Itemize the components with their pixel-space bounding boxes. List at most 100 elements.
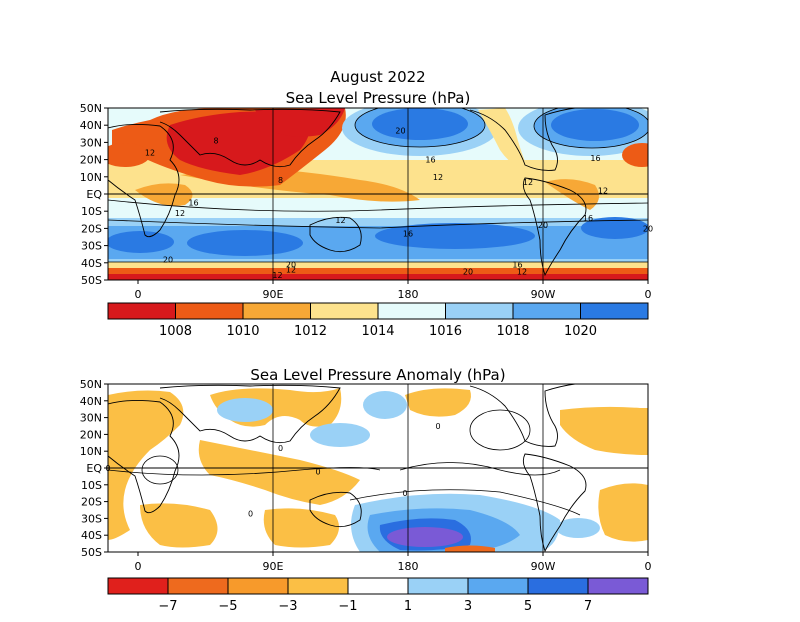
colorbar-label: 1	[404, 599, 412, 614]
top-low-south-america	[545, 179, 599, 210]
colorbar-swatch	[107, 302, 176, 320]
colorbar-swatch	[407, 577, 469, 595]
contour-label: 20	[643, 224, 653, 233]
lat-label: 50N	[80, 102, 102, 115]
bottom-colorbar: −7 −5 −3 −1 1 3 5 7	[107, 577, 649, 614]
lon-label: 90W	[531, 288, 556, 301]
lat-label: 50S	[81, 274, 102, 287]
lat-label: 50S	[81, 546, 102, 559]
lat-label: 30N	[80, 412, 102, 425]
colorbar-swatch	[445, 302, 514, 320]
colorbar-label: 3	[464, 599, 472, 614]
landmass-eurasia-outline	[159, 384, 341, 444]
colorbar-swatch	[512, 302, 581, 320]
colorbar-label: 1016	[429, 324, 462, 339]
colorbar-label: 1008	[159, 324, 192, 339]
contour-label: 0	[402, 489, 407, 498]
landmass-australia-outline	[309, 216, 362, 253]
anomaly-negative-region	[108, 390, 184, 540]
anomaly-positive-region	[363, 391, 407, 419]
colorbar-swatch	[242, 302, 311, 320]
anomaly-negative-region	[560, 406, 648, 455]
lon-label: 180	[398, 560, 419, 573]
lat-label: 10S	[81, 479, 102, 492]
top-contour-line	[533, 108, 648, 149]
lon-label: 90E	[263, 560, 284, 573]
lon-label: 180	[398, 288, 419, 301]
contour-label: 0	[278, 444, 283, 453]
lat-label: 20N	[80, 154, 102, 167]
anomaly-negative-region	[598, 483, 648, 542]
colorbar-swatch	[580, 302, 649, 320]
anomaly-positive-region	[310, 423, 370, 447]
anomaly-negative-region	[198, 440, 360, 505]
contour-label: 16	[403, 230, 413, 239]
lon-label: 90W	[531, 560, 556, 573]
lat-label: 40N	[80, 395, 102, 408]
landmass-eurasia-outline	[159, 108, 341, 168]
colorbar-label: 1018	[496, 324, 529, 339]
top-colorbar: 1008 1010 1012 1014 1016 1018 1020	[107, 302, 649, 339]
landmass-africa-outline	[108, 123, 180, 238]
colorbar-swatch	[310, 302, 379, 320]
colorbar-swatch	[587, 577, 649, 595]
contour-label: 12	[433, 173, 443, 182]
contour-label: 0	[315, 467, 320, 476]
colorbar-label: −3	[278, 599, 297, 614]
lat-label: 10S	[81, 205, 102, 218]
top-contour-line	[108, 199, 648, 212]
top-map-title: Sea Level Pressure (hPa)	[286, 89, 471, 107]
top-low-sahara-west	[108, 143, 150, 167]
top-low-africa-band	[135, 183, 193, 206]
top-north-america	[478, 108, 530, 175]
anomaly-negative-deep	[445, 545, 495, 552]
colorbar-label: 5	[524, 599, 532, 614]
anomaly-positive-region	[556, 518, 600, 538]
contour-label: 0	[105, 464, 110, 473]
top-low-sahara-east	[622, 143, 648, 167]
lat-label: 30S	[81, 240, 102, 253]
colorbar-label: 7	[584, 599, 592, 614]
colorbar-label: −5	[218, 599, 237, 614]
lat-label: 20S	[81, 496, 102, 509]
colorbar-label: 1020	[564, 324, 597, 339]
contour-label: 16	[590, 154, 600, 163]
top-contour-line	[354, 108, 486, 148]
top-high-north-atlantic-core	[551, 109, 639, 141]
contour-label: 0	[435, 422, 440, 431]
colorbar-label: −7	[158, 599, 177, 614]
landmass-australia-outline	[309, 491, 362, 528]
landmass-africa-outline	[108, 399, 180, 514]
landmass-north-america-outline	[469, 384, 576, 447]
bottom-map-title: Sea Level Pressure Anomaly (hPa)	[250, 366, 505, 384]
bottom-contour-line	[469, 409, 531, 451]
bottom-map: 50N 40N 30N 20N 10N EQ 10S 20S 30S 40S 50S 0 90E 180…	[80, 378, 652, 573]
lon-label: 0	[135, 288, 142, 301]
colorbar-label: 1012	[294, 324, 327, 339]
anomaly-positive-region	[217, 398, 273, 422]
anomaly-negative-region	[140, 503, 218, 548]
landmass-north-america-outline	[469, 108, 576, 171]
lat-label: 10N	[80, 171, 102, 184]
lat-label: EQ	[86, 188, 102, 201]
lon-label: 0	[645, 560, 652, 573]
contour-label: 12	[517, 267, 527, 276]
top-high-south-atlantic-east	[581, 217, 648, 239]
top-high-indian-ocean	[187, 230, 303, 256]
contour-label: 20	[163, 255, 173, 264]
anomaly-positive-core	[387, 527, 463, 547]
lat-label: 40S	[81, 529, 102, 542]
lat-label: 10N	[80, 445, 102, 458]
lon-label: 0	[135, 560, 142, 573]
colorbar-swatch	[175, 302, 244, 320]
contour-label: 0	[248, 509, 253, 518]
colorbar-label: 1010	[226, 324, 259, 339]
contour-label: 12	[272, 271, 282, 280]
colorbar-swatch	[467, 577, 529, 595]
colorbar-swatch	[347, 577, 409, 595]
contour-label: 20	[395, 126, 405, 135]
lat-label: 20S	[81, 222, 102, 235]
contour-label: 12	[598, 187, 608, 196]
landmass-south-america-outline	[522, 177, 587, 277]
